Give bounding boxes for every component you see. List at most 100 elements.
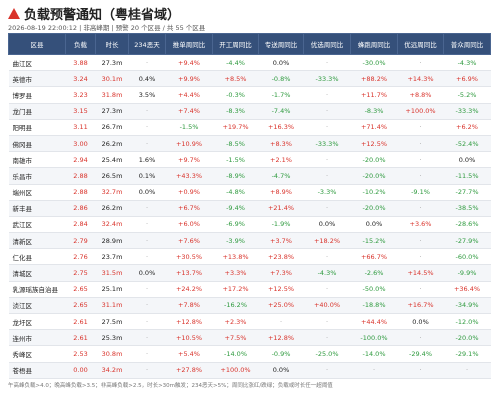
table-row: 清城区 2.75 31.5m 0.0% +13.7% +3.3% +7.3% -4.3% -2.… — [8, 264, 491, 282]
table-cell: +44.4% — [350, 313, 398, 331]
table-cell: +12.8% — [165, 313, 213, 331]
table-cell: -14.0% — [350, 345, 398, 363]
column-header: 优选周同比 — [303, 33, 351, 55]
table-row: 乐昌市 2.88 26.5m 0.1% +43.3% -8.9% -4.7% · -20.0% ·… — [8, 167, 491, 185]
table-cell: -33.3% — [443, 103, 491, 120]
table-cell: -0.3% — [212, 86, 259, 104]
table-cell: · — [397, 248, 444, 266]
table-cell: · — [303, 281, 351, 298]
column-header: 蜂跑周同比 — [350, 33, 398, 55]
table-cell: +24.2% — [165, 281, 213, 298]
table-cell: · — [397, 362, 444, 379]
table-cell: 浈江区 — [8, 297, 66, 315]
table-cell: -27.9% — [443, 232, 491, 250]
table-cell: -20.0% — [350, 200, 398, 217]
table-cell: +8.8% — [397, 86, 444, 104]
table-cell: +71.4% — [350, 119, 398, 136]
table-cell: · — [397, 329, 444, 347]
table-cell: -8.5% — [212, 135, 259, 153]
table-cell: · — [303, 329, 351, 347]
column-header: 优远周同比 — [397, 33, 444, 55]
table-cell: -9.1% — [397, 184, 444, 201]
table-cell: 阳明县 — [8, 119, 66, 136]
table-cell: 3.88 — [65, 54, 96, 72]
table-cell: 3.5% — [128, 86, 166, 104]
table-cell: -20.0% — [350, 151, 398, 169]
alert-table: 区县 负载 时长 234恶天 推单周同比 开工周同比 专送周同比 优选周同比 蜂跑周同比 优远周同… — [8, 33, 491, 379]
table-cell: 32.4m — [95, 216, 129, 234]
table-row: 新丰县 2.86 26.2m · +6.7% -9.4% +21.4% · -20.0% · -38… — [8, 200, 491, 217]
table-cell: -8.9% — [212, 167, 259, 185]
table-cell: 26.2m — [95, 200, 129, 217]
table-cell: · — [303, 86, 351, 104]
table-cell: -9.9% — [443, 264, 491, 282]
table-cell: · — [128, 297, 166, 315]
table-cell: · — [258, 313, 304, 331]
table-cell: -0.9% — [258, 345, 304, 363]
table-row: 仁化县 2.76 23.7m · +30.5% +13.8% +23.8% · +66.7% · -… — [8, 248, 491, 266]
table-cell: · — [397, 54, 444, 72]
table-cell: 2.86 — [65, 200, 96, 217]
table-cell: · — [303, 362, 351, 379]
header-row: 区县 负载 时长 234恶天 推单周同比 开工周同比 专送周同比 优选周同比 蜂跑周同比 优远周同… — [8, 33, 491, 55]
table-cell: 清城区 — [8, 264, 66, 282]
table-cell: 2.65 — [65, 281, 96, 298]
table-cell: 仁化县 — [8, 248, 66, 266]
table-cell: -38.5% — [443, 200, 491, 217]
table-cell: · — [303, 103, 351, 120]
table-cell: +100.0% — [212, 362, 259, 379]
table-cell: 2.76 — [65, 248, 96, 266]
table-cell: 2.88 — [65, 184, 96, 201]
table-cell: +7.6% — [165, 232, 213, 250]
table-cell: · — [128, 200, 166, 217]
table-cell: · — [128, 216, 166, 234]
table-cell: · — [128, 135, 166, 153]
table-cell: 连州市 — [8, 329, 66, 347]
table-cell: · — [128, 119, 166, 136]
table-cell: +19.7% — [212, 119, 259, 136]
table-cell: 27.3m — [95, 54, 129, 72]
table-cell: 34.2m — [95, 362, 129, 379]
table-cell: · — [397, 151, 444, 169]
table-cell: -3.9% — [212, 232, 259, 250]
table-cell: 26.2m — [95, 135, 129, 153]
table-cell: +40.0% — [303, 297, 351, 315]
table-cell: -28.6% — [443, 216, 491, 234]
table-cell: 清新区 — [8, 232, 66, 250]
subtitle: 2026-08-19 22:00:12 | 非高峰期 | 预警 20 个区县 /… — [8, 24, 206, 32]
table-cell: 苍梧县 — [8, 362, 66, 379]
table-cell: 0.0% — [443, 151, 491, 169]
table-cell: 30.1m — [95, 70, 129, 88]
table-cell: +18.2% — [303, 232, 351, 250]
table-cell: · — [303, 54, 351, 72]
table-cell: 25.1m — [95, 281, 129, 298]
column-header: 234恶天 — [128, 33, 166, 55]
table-cell: -3.3% — [303, 184, 351, 201]
table-cell: +25.0% — [258, 297, 304, 315]
table-cell: 32.7m — [95, 184, 129, 201]
table-cell: 乐昌市 — [8, 167, 66, 185]
table-cell: 25.4m — [95, 151, 129, 169]
table-cell: -4.3% — [443, 54, 491, 72]
title-bar: 负载预警通知（粤桂省域） — [8, 4, 180, 23]
table-cell: 乳源瑶族自治县 — [8, 281, 66, 298]
table-cell: +9.7% — [165, 151, 213, 169]
table-cell: -0.8% — [258, 70, 304, 88]
table-cell: -33.3% — [303, 70, 351, 88]
table-row: 曲江区 3.88 27.3m · +9.4% -4.4% 0.0% · -30.0% · -4.3% — [8, 54, 491, 72]
table-row: 武江区 2.84 32.4m · +6.0% -6.9% -1.9% 0.0% 0.0% +3.6… — [8, 216, 491, 234]
table-cell: -11.5% — [443, 167, 491, 185]
table-cell: -29.4% — [397, 345, 444, 363]
column-header: 时长 — [95, 33, 129, 55]
table-row: 佛冈县 3.00 26.2m · +10.9% -8.5% +8.3% -33.3% +12.5… — [8, 135, 491, 153]
table-cell: 26.7m — [95, 119, 129, 136]
table-cell: 28.9m — [95, 232, 129, 250]
table-cell: 2.75 — [65, 264, 96, 282]
table-cell: · — [303, 313, 351, 331]
table-cell: 31.8m — [95, 86, 129, 104]
table-cell: +8.9% — [258, 184, 304, 201]
table-cell: · — [443, 362, 491, 379]
table-cell: -29.1% — [443, 345, 491, 363]
table-cell: -4.7% — [258, 167, 304, 185]
table-cell: +21.4% — [258, 200, 304, 217]
